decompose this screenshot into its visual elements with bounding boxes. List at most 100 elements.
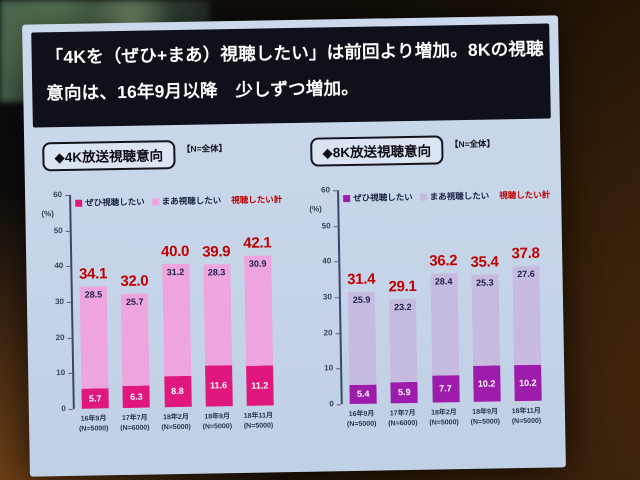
y-axis-unit-label: (%) xyxy=(309,204,322,214)
headline-line2: 意向は、16年9月以降 少しずつ増加。 xyxy=(46,77,360,104)
y-tick-mark xyxy=(334,261,339,263)
panel-4k-title-row: ◆4K放送視聴意向 【N=全体】 xyxy=(42,138,284,172)
x-axis-sample-size: (N=5000) xyxy=(346,420,377,429)
bar-segment-somewhat: 30.9 xyxy=(244,255,273,366)
y-tick-mark xyxy=(67,337,72,339)
x-axis-sample-size: (N=5000) xyxy=(202,423,233,431)
plot-area: 5.4 25.9 31.4 5.9 23.2 29.1 7.7 28.4 36.2 10.2 25.… xyxy=(337,186,549,405)
segment-value-label: 5.4 xyxy=(356,389,370,400)
segment-value-label: 11.6 xyxy=(210,380,228,391)
bar-segment-somewhat: 25.9 xyxy=(347,291,377,385)
bar-segment-somewhat: 28.3 xyxy=(202,263,232,366)
total-value-label: 39.9 xyxy=(202,242,231,261)
segment-value-label: 28.5 xyxy=(84,289,103,300)
stacked-bar: 10.2 27.6 37.8 xyxy=(511,245,542,402)
y-tick-label: 0 xyxy=(61,404,66,414)
bar-segment-definitely: 10.2 xyxy=(513,364,542,402)
y-tick-mark xyxy=(333,225,338,227)
stacked-bar: 10.2 25.3 35.4 xyxy=(470,254,501,402)
x-axis-sample-size: (N=5000) xyxy=(78,425,109,433)
total-value-label: 40.0 xyxy=(160,243,190,261)
legend-item: ぜひ視聴したい xyxy=(75,196,145,209)
segment-value-label: 7.7 xyxy=(439,383,452,394)
chart-panels: ◆4K放送視聴意向 【N=全体】 5.7 28.5 34.1 6.3 25.7 32.0 8… xyxy=(24,118,565,443)
y-tick-label: 10 xyxy=(56,368,66,378)
bar-segment-definitely: 5.7 xyxy=(81,387,109,409)
x-axis-sample-size: (N=5000) xyxy=(429,419,459,427)
y-tick-mark xyxy=(66,301,71,303)
y-tick-mark xyxy=(68,373,73,375)
y-axis-unit-label: (%) xyxy=(41,209,54,219)
legend-swatch-icon xyxy=(75,199,83,207)
x-axis-label: 17年7月 (N=6000) xyxy=(382,409,424,430)
y-tick-mark xyxy=(334,297,339,299)
segment-value-label: 10.2 xyxy=(518,377,537,388)
x-axis-sample-size: (N=5000) xyxy=(243,422,274,430)
bar-segment-somewhat: 28.4 xyxy=(430,273,459,376)
segment-value-label: 10.2 xyxy=(477,378,496,389)
bar-segment-somewhat: 28.5 xyxy=(79,286,109,389)
total-value-label: 36.2 xyxy=(429,252,458,270)
x-axis-label: 16年9月 (N=5000) xyxy=(341,409,383,430)
x-axis-label: 18年9月 (N=5000) xyxy=(196,412,238,433)
segment-value-label: 23.2 xyxy=(394,302,412,313)
legend-item: まあ視聴したい xyxy=(419,190,490,203)
y-tick-label: 40 xyxy=(322,256,332,266)
total-value-label: 31.4 xyxy=(347,270,376,289)
bar-segment-somewhat: 25.7 xyxy=(121,293,150,386)
stacked-bar: 11.6 28.3 39.9 xyxy=(202,243,233,407)
y-tick-label: 60 xyxy=(321,185,331,195)
y-tick-label: 30 xyxy=(54,297,65,307)
y-tick-label: 60 xyxy=(53,190,63,200)
bar-segment-definitely: 11.6 xyxy=(204,364,233,407)
bar-segment-definitely: 5.9 xyxy=(390,381,419,404)
y-tick-label: 20 xyxy=(55,332,65,342)
y-tick-label: 20 xyxy=(323,327,333,338)
segment-value-label: 28.3 xyxy=(207,266,226,278)
total-value-label: 37.8 xyxy=(511,244,540,263)
segment-value-label: 25.3 xyxy=(476,277,494,289)
panel-8k-title-row: ◆8K放送視聴意向 【N=全体】 xyxy=(310,133,552,167)
n-label-4k: 【N=全体】 xyxy=(181,143,228,154)
y-tick-mark xyxy=(66,266,71,268)
legend-swatch-icon xyxy=(151,197,159,205)
bar-segment-definitely: 11.2 xyxy=(245,365,274,406)
chart-title-4k: ◆4K放送視聴意向 xyxy=(42,140,176,172)
x-axis-label: 18年9月 (N=5000) xyxy=(464,407,506,428)
stacked-bar: 8.8 31.2 40.0 xyxy=(161,243,192,408)
segment-value-label: 25.9 xyxy=(352,295,371,306)
x-axis-label: 18年11月 (N=5000) xyxy=(506,407,548,428)
bar-segment-definitely: 6.3 xyxy=(122,385,151,409)
stacked-bar: 5.4 25.9 31.4 xyxy=(347,271,377,405)
legend-label: ぜひ視聴したい xyxy=(85,196,145,208)
legend-label: まあ視聴したい xyxy=(429,190,490,202)
legend-total-label: 視聴したい計 xyxy=(499,189,551,201)
total-value-label: 32.0 xyxy=(120,272,149,290)
legend-total-label: 視聴したい計 xyxy=(231,194,283,206)
segment-value-label: 25.7 xyxy=(125,296,144,307)
segment-value-label: 30.9 xyxy=(248,258,267,269)
presentation-slide: 「4Kを（ぜひ+まあ）視聴したい」は前回より増加。8Kの視聴 意向は、16年9月… xyxy=(22,15,566,477)
stacked-bar: 6.3 25.7 32.0 xyxy=(120,272,151,409)
stacked-bar: 5.9 23.2 29.1 xyxy=(388,278,419,404)
n-label-8k: 【N=全体】 xyxy=(449,138,496,150)
x-axis-label: 17年7月 (N=6000) xyxy=(114,413,156,434)
legend-label: まあ視聴したい xyxy=(161,195,222,207)
bar-segment-definitely: 5.4 xyxy=(349,384,377,405)
y-tick-label: 30 xyxy=(322,292,332,302)
y-tick-mark xyxy=(68,408,73,410)
bar-segment-somewhat: 23.2 xyxy=(389,299,418,383)
total-value-label: 42.1 xyxy=(243,234,272,252)
bar-segment-definitely: 8.8 xyxy=(163,375,192,408)
headline-banner: 「4Kを（ぜひ+まあ）視聴したい」は前回より増加。8Kの視聴 意向は、16年9月… xyxy=(31,23,551,128)
y-tick-mark xyxy=(335,332,340,334)
y-tick-label: 50 xyxy=(321,221,331,231)
segment-value-label: 5.9 xyxy=(398,387,411,398)
segment-value-label: 31.2 xyxy=(166,267,185,278)
panel-4k: ◆4K放送視聴意向 【N=全体】 5.7 28.5 34.1 6.3 25.7 32.0 8… xyxy=(38,138,289,443)
segment-value-label: 6.3 xyxy=(130,391,143,402)
x-axis-label: 18年11月 (N=5000) xyxy=(238,411,280,432)
bar-segment-somewhat: 27.6 xyxy=(512,265,541,365)
legend-swatch-icon xyxy=(343,194,351,202)
